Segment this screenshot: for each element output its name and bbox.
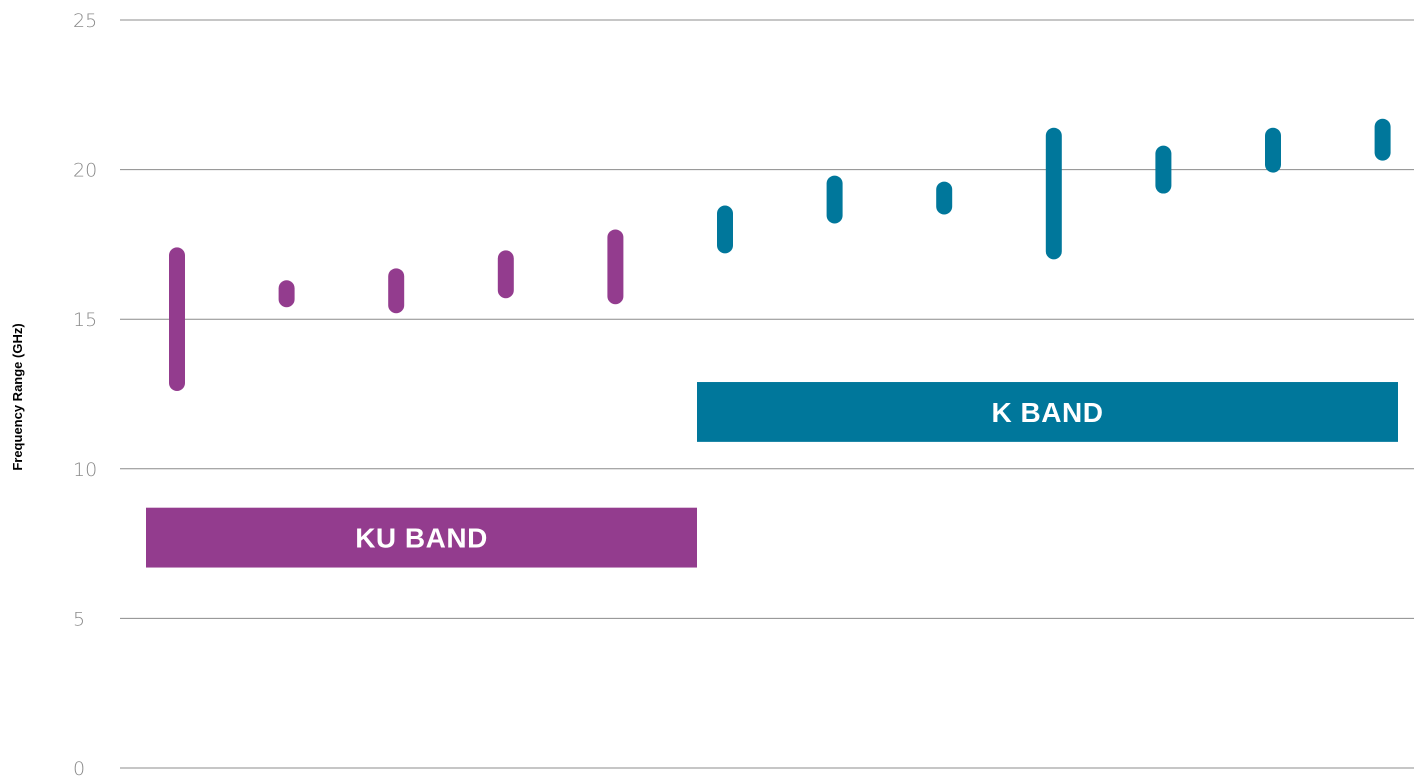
y-tick-label: 20 — [73, 160, 97, 182]
range-bar — [169, 247, 185, 392]
band-labels: KU BAND K BAND — [146, 382, 1398, 568]
y-tick-label: 25 — [73, 10, 97, 32]
band-label: K BAND — [992, 397, 1104, 428]
range-bars — [169, 118, 1391, 392]
range-bar — [1374, 118, 1391, 161]
range-bar — [1265, 127, 1281, 173]
range-bar — [388, 268, 405, 314]
y-axis-title: Frequency Range (GHz) — [10, 323, 25, 470]
y-axis-ticks: 0 5 10 15 20 25 — [73, 10, 97, 778]
gridlines — [120, 19, 1414, 769]
y-tick-label: 15 — [73, 309, 97, 331]
range-bar — [936, 181, 953, 215]
range-bar — [278, 280, 295, 308]
range-bar — [1155, 145, 1172, 194]
y-tick-label: 10 — [73, 459, 97, 481]
y-tick-label: 0 — [73, 758, 85, 778]
band-label: KU BAND — [355, 523, 488, 554]
range-bar — [497, 250, 514, 299]
y-tick-label: 5 — [73, 608, 85, 630]
range-bar — [717, 205, 733, 254]
range-bar — [826, 175, 843, 224]
band-label-box — [146, 507, 697, 568]
range-bar — [607, 229, 624, 305]
range-bar — [1045, 127, 1062, 260]
band-label-box — [697, 382, 1398, 442]
